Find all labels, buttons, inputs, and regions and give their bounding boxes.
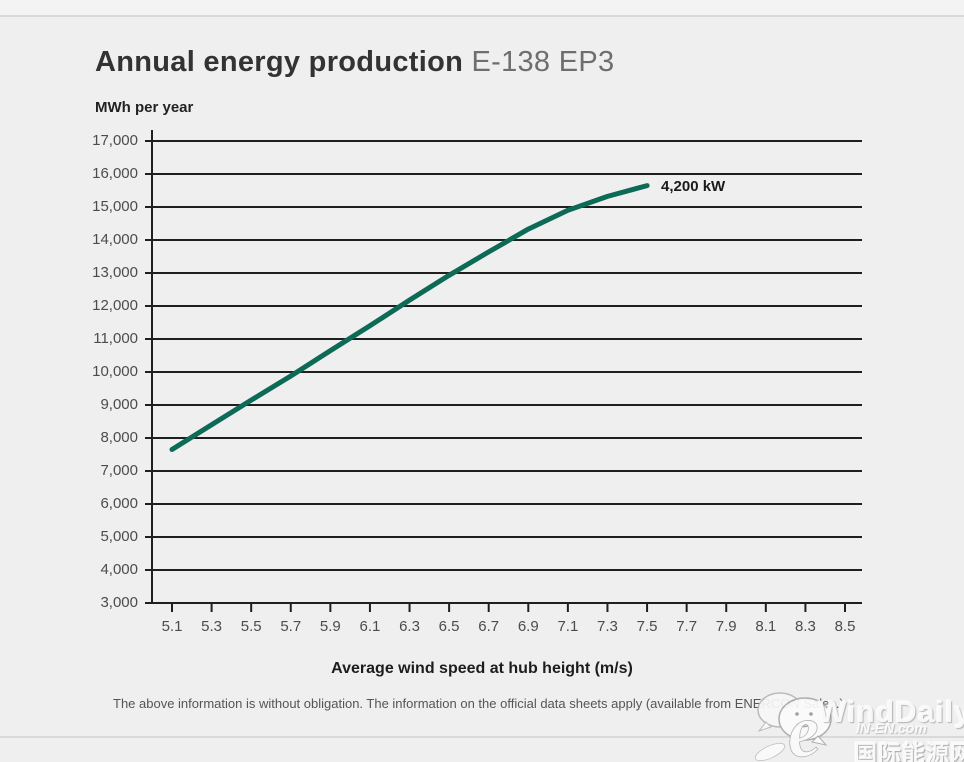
x-tick-label: 7.9 [715, 618, 737, 635]
y-tick-label: 8,000 [100, 429, 138, 446]
bottom-divider [0, 736, 964, 738]
curve-power-label: 4,200 kW [661, 178, 726, 195]
y-tick-label: 14,000 [92, 231, 138, 248]
x-tick-label: 8.3 [794, 618, 816, 635]
y-tick-label: 3,000 [100, 594, 138, 611]
x-tick-label: 8.5 [834, 618, 856, 635]
y-tick-label: 11,000 [93, 330, 138, 347]
x-tick-label: 5.5 [240, 618, 262, 635]
x-tick-label: 8.1 [755, 618, 777, 635]
axis-lines [151, 130, 862, 604]
y-tick-label: 17,000 [92, 132, 138, 149]
y-tick-label: 4,000 [100, 561, 138, 578]
x-tick-label: 7.5 [636, 618, 658, 635]
y-tick-label: 12,000 [92, 297, 138, 314]
y-axis-unit-label: MWh per year [95, 99, 194, 116]
x-tick-label: 5.3 [201, 618, 222, 635]
page-title-model: E-138 EP3 [471, 46, 615, 78]
x-tick-label: 5.9 [319, 618, 341, 635]
footnote-text: The above information is without obligat… [113, 696, 844, 711]
tick-marks [145, 140, 846, 612]
x-tick-label: 6.7 [478, 618, 500, 635]
x-tick-label: 6.1 [359, 618, 381, 635]
gridlines [152, 140, 862, 571]
x-tick-label: 5.1 [161, 618, 183, 635]
y-tick-label: 7,000 [100, 462, 138, 479]
x-tick-label: 7.1 [557, 618, 579, 635]
top-strip [0, 0, 964, 15]
x-tick-label: 5.7 [280, 618, 302, 635]
y-tick-label: 15,000 [92, 198, 138, 215]
y-tick-label: 16,000 [92, 165, 138, 182]
top-divider [0, 15, 964, 17]
x-tick-label: 7.7 [676, 618, 698, 635]
y-tick-label: 5,000 [100, 528, 138, 545]
x-axis-title: Average wind speed at hub height (m/s) [331, 660, 633, 677]
y-tick-label: 6,000 [100, 495, 138, 512]
aep-curve [169, 183, 650, 452]
x-tick-label: 6.3 [399, 618, 420, 635]
x-tick-label: 6.9 [517, 618, 539, 635]
y-tick-label: 9,000 [100, 396, 138, 413]
page-title-main: Annual energy production [95, 46, 464, 78]
y-tick-label: 10,000 [92, 363, 138, 380]
page-title: Annual energy production E-138 EP3 [95, 46, 614, 79]
x-tick-label: 6.5 [438, 618, 460, 635]
x-tick-label: 7.3 [597, 618, 618, 635]
y-tick-label: 13,000 [92, 264, 138, 281]
